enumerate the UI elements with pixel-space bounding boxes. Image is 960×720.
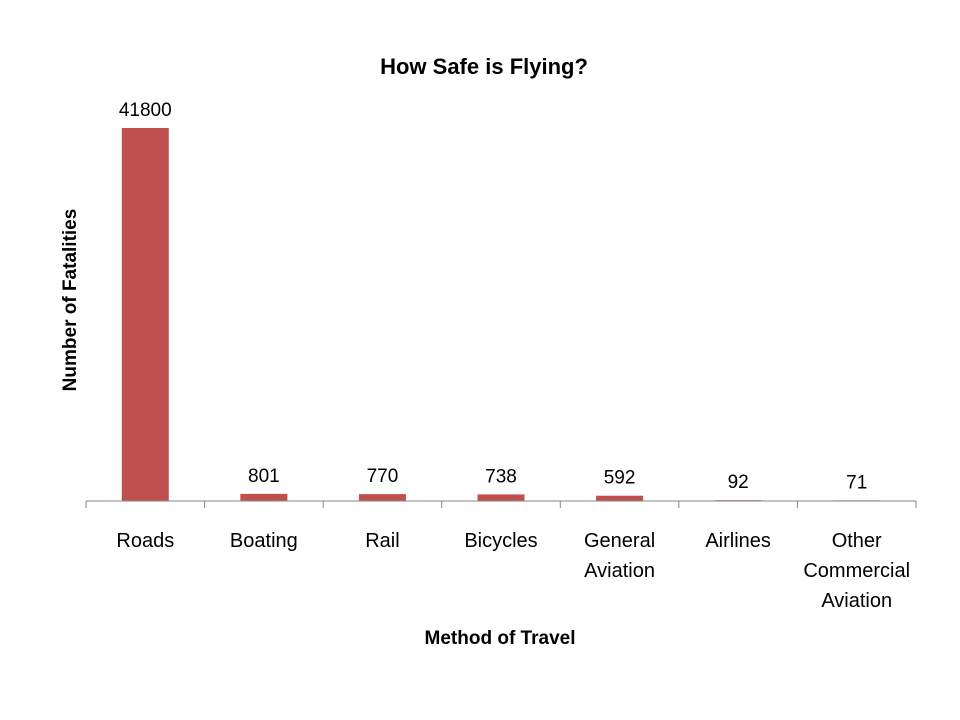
x-tick-label: Bicycles (464, 530, 537, 552)
data-label: 71 (846, 472, 867, 493)
x-tick-label: Other Commercial Aviation (803, 530, 910, 612)
x-tick-label: Airlines (705, 530, 771, 552)
bar (358, 494, 406, 501)
data-label: 801 (248, 466, 280, 487)
bar (121, 128, 169, 501)
bar (477, 494, 525, 501)
plot-area: 41800 801 770 738 592 92 71 Roads Boating Rail Bic… (85, 100, 917, 612)
data-label: 738 (485, 466, 517, 487)
data-label: 92 (728, 472, 749, 493)
x-tick-label: Rail (365, 530, 399, 552)
x-tick-label: Roads (116, 530, 174, 552)
data-label: 41800 (119, 100, 172, 121)
x-tick-label: General Aviation (584, 530, 655, 582)
x-axis-title: Method of Travel (425, 628, 576, 649)
y-axis-title: Number of Fatalities (60, 209, 81, 392)
x-tick-label: Boating (230, 530, 298, 552)
data-label: 592 (604, 468, 636, 489)
bar (240, 493, 288, 501)
data-label: 770 (367, 466, 399, 487)
chart-title: How Safe is Flying? (380, 54, 588, 79)
bar (596, 495, 644, 501)
